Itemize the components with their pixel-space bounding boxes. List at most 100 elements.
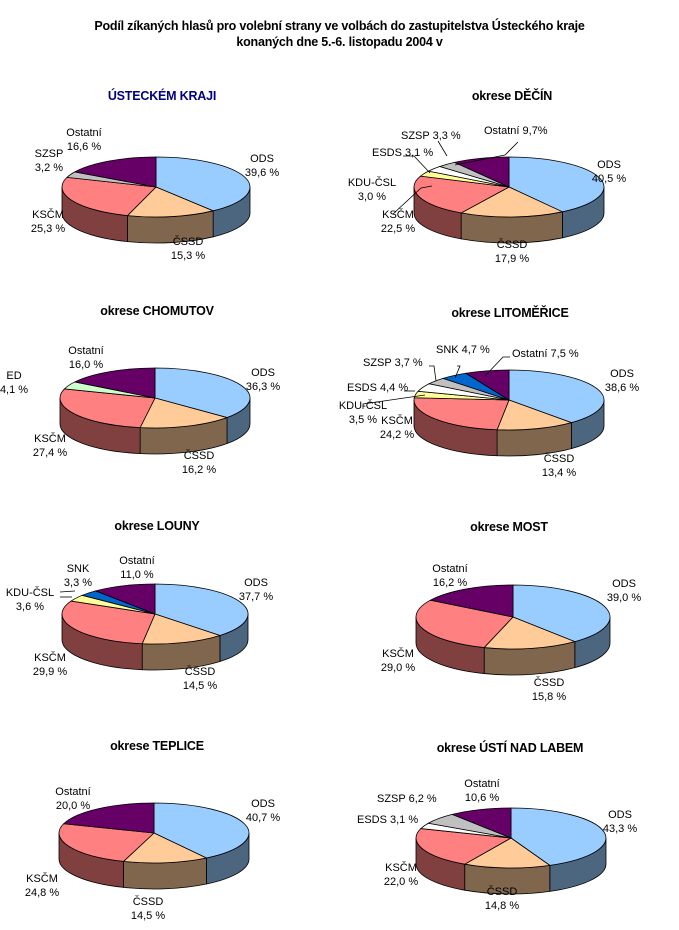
data-label-cssd: ČSSD 14,5 % [183, 665, 217, 692]
slice-ods [155, 156, 251, 212]
data-label-esds: ESDS 3,1 % [372, 147, 433, 159]
label-line: SZSP 3,3 % [401, 130, 461, 142]
data-label-ostatni: Ostatní 16,0 % [68, 345, 103, 371]
label-line: ODS [251, 367, 275, 379]
slice-ods [508, 369, 605, 424]
data-label-ostatni: Ostatní 16,6 % [66, 127, 101, 153]
label-line: Ostatní [66, 127, 101, 139]
label-line: SNK 4,7 % [436, 344, 490, 356]
slice-cssd [122, 832, 208, 864]
label-line: KDU-ČSL [6, 586, 54, 599]
label-line: ČSSD [133, 895, 164, 908]
label-line: 40,5 % [592, 173, 626, 185]
data-label-ostatni: Ostatní 7,5 % [512, 348, 579, 360]
chart-title-most: okrese MOST [470, 520, 548, 534]
data-label-esds: ESDS 4,4 % [347, 382, 408, 394]
label-line: 40,7 % [246, 812, 280, 824]
pie-side [415, 837, 607, 895]
label-line: 13,4 % [542, 467, 576, 479]
data-label-szsp: SZSP 3,7 % [363, 357, 423, 369]
data-label-cssd: ČSSD 15,8 % [532, 676, 566, 703]
label-line: ČSSD [173, 235, 204, 248]
label-line: SZSP 6,2 % [377, 793, 437, 805]
label-line: 3,5 % [349, 414, 377, 426]
data-label-ostatni: Ostatní 9,7% [484, 125, 548, 137]
label-line: 22,5 % [381, 223, 415, 235]
chart-title-chomutov: okrese CHOMUTOV [100, 304, 214, 318]
label-line: 22,0 % [384, 876, 418, 888]
slice-ostatni [73, 367, 156, 399]
slice-cssd [141, 613, 222, 645]
label-line: Ostatní [119, 555, 154, 567]
label-line: ESDS 3,1 % [357, 814, 418, 826]
data-label-kscm: KSČM 27,4 % [33, 432, 67, 459]
label-line: 25,3 % [31, 223, 65, 235]
leader-line [392, 185, 433, 215]
leader-line [454, 365, 461, 379]
label-line: 4,1 % [0, 384, 28, 396]
data-label-szsp: SZSP 3,2 % [35, 148, 64, 174]
label-line: 29,0 % [381, 662, 415, 674]
label-line: 24,8 % [25, 887, 59, 899]
label-line: ČSSD [487, 885, 518, 898]
data-label-cssd: ČSSD 14,5 % [131, 895, 165, 922]
data-label-ods: ODS 39,6 % [245, 153, 279, 179]
data-label-ods: ODS 40,7 % [246, 798, 280, 824]
chart-title-louny: okrese LOUNY [114, 519, 200, 533]
label-line: 37,7 % [239, 591, 273, 603]
data-label-kdu-csl: KDU-ČSL 3,5 % [339, 399, 387, 426]
pie-side [58, 832, 250, 890]
data-label-ods: ODS 39,0 % [607, 578, 641, 604]
pie-side [61, 186, 251, 244]
slice-cssd [139, 397, 229, 429]
label-line: Ostatní 9,7% [484, 125, 548, 137]
label-line: Ostatní 7,5 % [512, 348, 579, 360]
slice-ods [154, 367, 251, 418]
chart-title-teplice: okrese TEPLICE [110, 739, 204, 753]
data-label-cssd: ČSSD 15,3 % [171, 235, 205, 262]
chart-title-usti: okrese ÚSTÍ NAD LABEM [436, 741, 584, 755]
data-label-ods: ODS 37,7 % [239, 577, 273, 603]
label-line: KSČM [382, 647, 414, 660]
data-label-ods: ODS 40,5 % [592, 159, 626, 185]
label-line: SZSP 3,7 % [363, 357, 423, 369]
label-line: 10,6 % [465, 792, 499, 804]
data-label-ostatni: Ostatní 10,6 % [464, 778, 499, 804]
slice-kscm [415, 828, 513, 865]
label-line: SNK [67, 563, 90, 575]
label-line: 20,0 % [56, 800, 90, 812]
pie-side [59, 397, 251, 455]
label-line: ČSSD [185, 665, 216, 678]
data-label-szsp: SZSP 6,2 % [377, 793, 437, 805]
slice-ostatni [94, 583, 156, 615]
pie-chart-okrese-teplice: ODS 40,7 % ČSSD 14,5 % KSČM 24,8 % Ostatní 20,0… [25, 786, 280, 922]
label-line: 38,6 % [605, 382, 639, 394]
slice-kscm [61, 176, 157, 217]
pie-chart-okrese-louny: ODS 37,7 % ČSSD 14,5 % KSČM 29,9 % KDU-ČSL 3,6 … [6, 555, 273, 692]
data-label-ostatni: Ostatní 16,2 % [432, 563, 467, 589]
label-line: 11,0 % [120, 569, 154, 581]
data-label-ods: ODS 43,3 % [603, 809, 637, 835]
label-line: ED [6, 370, 21, 382]
data-label-ods: ODS 36,3 % [246, 367, 280, 393]
pie-chart-okrese-most: ODS 39,0 % ČSSD 15,8 % KSČM 29,0 % Ostatní 16,2… [381, 563, 641, 703]
data-label-ods: ODS 38,6 % [605, 368, 639, 394]
data-label-kscm: KSČM 29,0 % [381, 647, 415, 674]
label-line: KSČM [34, 432, 66, 445]
label-line: KSČM [385, 861, 417, 874]
slice-cssd [496, 399, 573, 431]
data-label-cssd: ČSSD 14,8 % [485, 885, 519, 912]
data-label-esds: ESDS 3,1 % [357, 814, 418, 826]
data-label-kscm: KSČM 24,2 % [380, 414, 414, 441]
label-line: 39,0 % [607, 592, 641, 604]
label-line: 15,8 % [532, 691, 566, 703]
slice-kscm [59, 388, 156, 429]
data-label-cssd: ČSSD 17,9 % [495, 238, 529, 265]
pie-chart-okrese-usti-nad-labem: ODS 43,3 % ČSSD 14,8 % KSČM 22,0 % ESDS 3,1 % S… [357, 778, 637, 912]
label-line: ČSSD [184, 449, 215, 462]
label-line: ČSSD [497, 238, 528, 251]
pie-chart-okrese-decin: ODS 40,5 % ČSSD 17,9 % KSČM 22,5 % KDU-ČSL 3,0 … [348, 125, 626, 265]
label-line: Ostatní [464, 778, 499, 790]
label-line: ODS [608, 809, 632, 821]
label-line: 36,3 % [246, 381, 280, 393]
